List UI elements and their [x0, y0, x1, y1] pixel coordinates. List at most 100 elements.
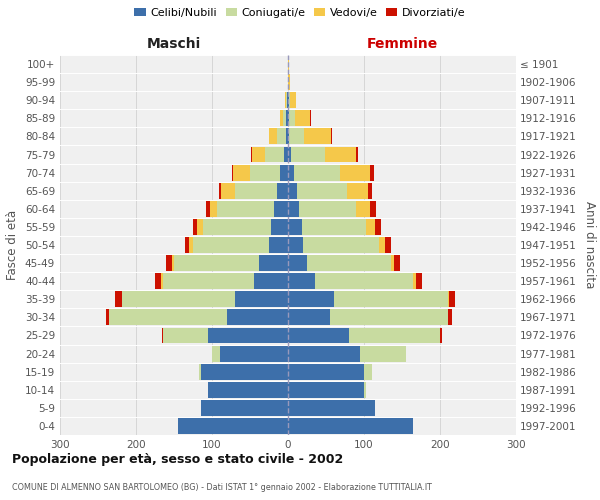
Bar	[366, 219, 376, 235]
Bar	[197, 219, 203, 235]
Bar	[297, 183, 347, 198]
Bar	[288, 74, 290, 90]
Bar	[288, 328, 349, 344]
Bar	[310, 110, 311, 126]
Bar	[163, 328, 208, 344]
Bar	[235, 292, 288, 307]
Bar	[394, 255, 400, 271]
Bar	[449, 292, 455, 307]
Bar	[288, 164, 294, 180]
Y-axis label: Fasce di età: Fasce di età	[7, 210, 19, 280]
Bar	[331, 128, 332, 144]
Bar	[288, 201, 299, 217]
Y-axis label: Anni di nascita: Anni di nascita	[583, 202, 596, 288]
Bar	[212, 346, 220, 362]
Bar	[288, 255, 307, 271]
Bar	[347, 183, 368, 198]
Bar	[416, 273, 422, 289]
Bar	[208, 328, 288, 344]
Bar	[203, 219, 271, 235]
Bar	[340, 164, 370, 180]
Bar	[288, 273, 314, 289]
Bar	[250, 164, 280, 180]
Bar	[289, 92, 290, 108]
Bar	[200, 364, 288, 380]
Bar	[210, 201, 217, 217]
Bar	[227, 310, 288, 326]
Bar	[307, 255, 391, 271]
Bar	[288, 92, 289, 108]
Bar	[290, 92, 296, 108]
Bar	[289, 128, 304, 144]
Bar	[155, 273, 161, 289]
Bar	[288, 418, 413, 434]
Bar	[325, 146, 356, 162]
Bar	[288, 382, 364, 398]
Text: Maschi: Maschi	[147, 38, 201, 52]
Bar	[440, 328, 442, 344]
Legend: Celibi/Nubili, Coniugati/e, Vedovi/e, Divorziati/e: Celibi/Nubili, Coniugati/e, Vedovi/e, Di…	[130, 3, 470, 22]
Bar	[269, 237, 288, 253]
Bar	[385, 237, 391, 253]
Bar	[254, 273, 288, 289]
Bar	[109, 310, 227, 326]
Bar	[299, 201, 356, 217]
Bar	[302, 219, 366, 235]
Bar	[288, 110, 289, 126]
Bar	[189, 237, 193, 253]
Bar	[288, 219, 302, 235]
Bar	[364, 364, 371, 380]
Bar	[288, 146, 291, 162]
Bar	[233, 164, 250, 180]
Bar	[288, 400, 376, 416]
Bar	[448, 310, 452, 326]
Bar	[286, 110, 288, 126]
Bar	[286, 128, 288, 144]
Bar	[259, 255, 288, 271]
Bar	[314, 273, 413, 289]
Bar	[163, 273, 254, 289]
Bar	[288, 128, 289, 144]
Bar	[286, 92, 287, 108]
Bar	[288, 183, 297, 198]
Bar	[284, 146, 288, 162]
Bar	[288, 292, 334, 307]
Bar	[304, 128, 331, 144]
Text: Femmine: Femmine	[367, 38, 437, 52]
Bar	[271, 219, 288, 235]
Bar	[285, 92, 286, 108]
Bar	[349, 328, 440, 344]
Bar	[274, 201, 288, 217]
Bar	[235, 183, 277, 198]
Bar	[379, 237, 385, 253]
Bar	[193, 237, 269, 253]
Bar	[106, 310, 109, 326]
Bar	[391, 255, 394, 271]
Bar	[364, 382, 365, 398]
Bar	[448, 292, 449, 307]
Bar	[277, 183, 288, 198]
Bar	[283, 110, 286, 126]
Bar	[206, 201, 210, 217]
Bar	[288, 56, 289, 72]
Bar	[288, 310, 330, 326]
Bar	[330, 310, 448, 326]
Bar	[232, 164, 233, 180]
Bar	[251, 146, 265, 162]
Bar	[356, 146, 358, 162]
Bar	[291, 146, 325, 162]
Bar	[289, 110, 295, 126]
Bar	[221, 183, 235, 198]
Bar	[277, 128, 286, 144]
Text: COMUNE DI ALMENNO SAN BARTOLOMEO (BG) - Dati ISTAT 1° gennaio 2002 - Elaborazion: COMUNE DI ALMENNO SAN BARTOLOMEO (BG) - …	[12, 483, 432, 492]
Bar	[288, 364, 364, 380]
Bar	[370, 164, 374, 180]
Bar	[178, 418, 288, 434]
Bar	[193, 219, 197, 235]
Bar	[294, 164, 340, 180]
Bar	[122, 292, 235, 307]
Bar	[162, 328, 163, 344]
Bar	[370, 201, 376, 217]
Bar	[166, 255, 172, 271]
Bar	[174, 255, 259, 271]
